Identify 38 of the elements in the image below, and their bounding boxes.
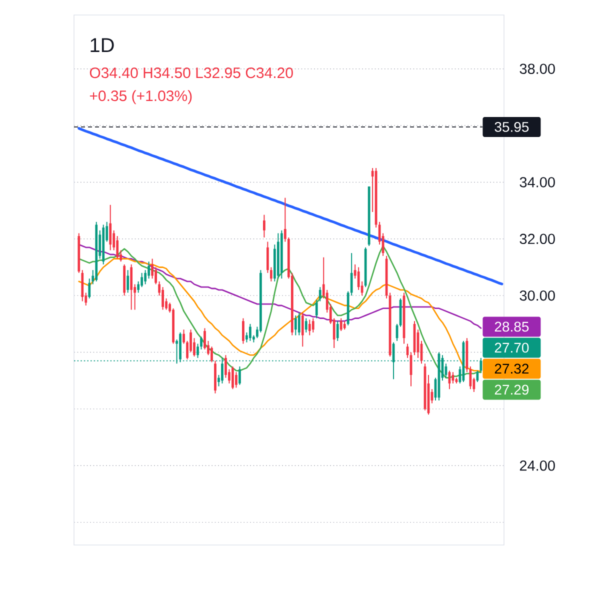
y-tick-label: 32.00 (520, 234, 555, 244)
candlestick (340, 318, 342, 332)
candlestick (242, 318, 244, 344)
y-tick-label: 30.00 (520, 290, 555, 301)
candlestick (109, 204, 112, 251)
annotation: +0.35 (+1.03%) (90, 90, 192, 104)
text: 1D (90, 38, 114, 52)
candlestick (126, 270, 130, 294)
candlestick (144, 270, 147, 285)
candlestick (249, 323, 252, 342)
candlestick (298, 312, 300, 336)
candlestick (308, 319, 311, 336)
data-label: 27.29 (494, 384, 529, 395)
candlestick (235, 372, 238, 388)
candlestick (304, 318, 308, 333)
candlestick (301, 312, 304, 348)
data-label: 27.32 (494, 364, 529, 374)
data-label: 28.85 (494, 322, 529, 332)
candlestick (476, 370, 479, 383)
candlestick (318, 286, 322, 302)
text: O34.40 H34.50 L32.95 C34.20 (90, 68, 293, 78)
y-tick-label: 24.00 (520, 460, 555, 471)
y-tick-label: 38.00 (520, 64, 555, 74)
candlestick (210, 346, 213, 363)
candlestick (312, 318, 314, 333)
candlestick (130, 264, 133, 310)
candlestick (294, 314, 297, 336)
candlestick (137, 280, 140, 294)
candlestick (232, 366, 234, 390)
y-tick-label: 34.00 (520, 177, 555, 188)
candlestick (88, 278, 91, 299)
candlestick (315, 299, 318, 319)
candlestick (262, 214, 266, 238)
ref-line-label: 35.95 (494, 122, 529, 132)
ref-line-label: 27.70 (494, 342, 529, 353)
candlestick (238, 366, 241, 386)
candlestick (336, 320, 339, 342)
candlestick (151, 258, 154, 280)
